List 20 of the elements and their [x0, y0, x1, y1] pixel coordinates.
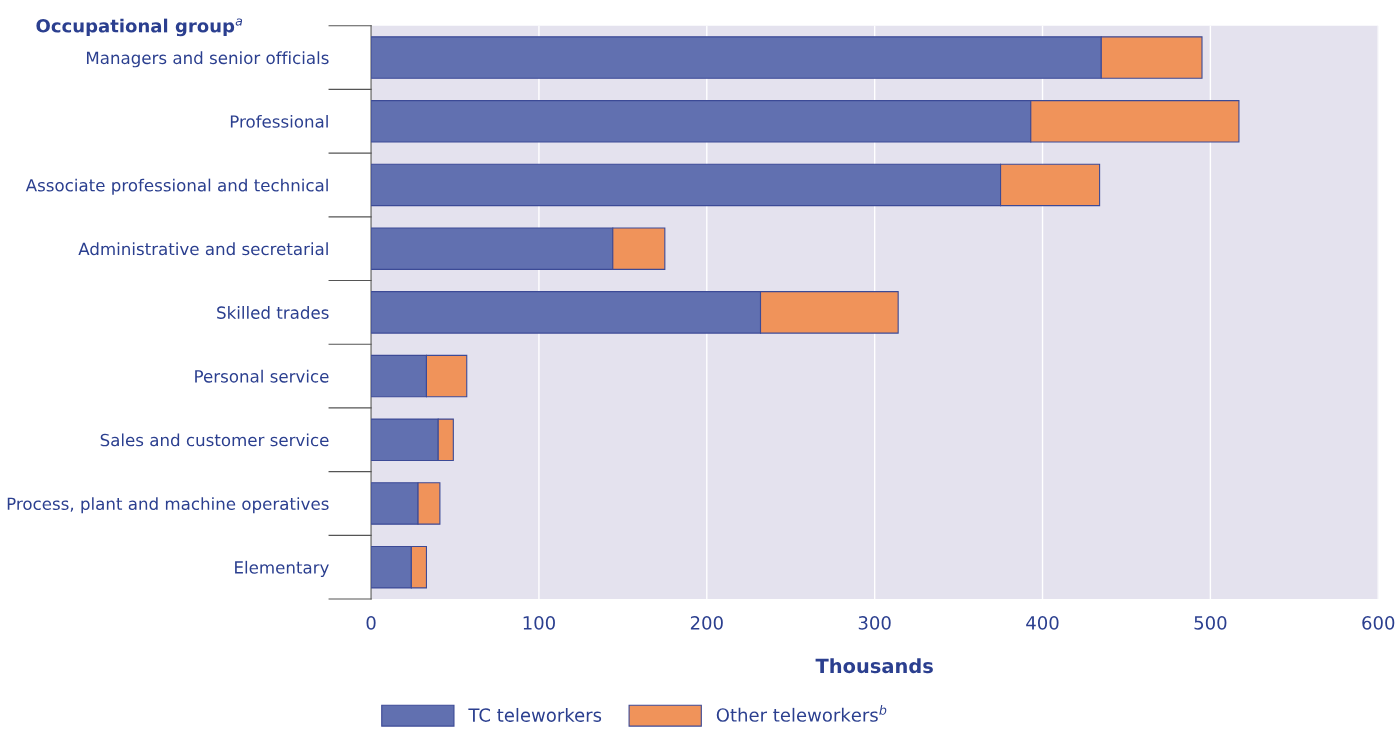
y-tick-label: Associate professional and technical — [25, 178, 328, 195]
y-tick-label: Skilled trades — [217, 306, 329, 319]
y-tick-label: Elementary — [235, 560, 329, 577]
y-tick-label: Process, plant and machine operatives — [7, 497, 329, 514]
y-axis-title: Occupational group$^{a}$ — [36, 18, 243, 37]
x-tick-label: 200 — [690, 616, 723, 630]
x-tick-label: 500 — [1194, 616, 1227, 630]
x-tick-label: 0 — [366, 616, 376, 630]
x-tick-label: 300 — [858, 616, 891, 630]
y-tick-label: Managers and senior officials — [86, 51, 329, 68]
y-tick-label: Personal service — [195, 369, 329, 383]
x-tick-label: 400 — [1026, 616, 1059, 630]
x-axis-title: Thousands — [815, 658, 933, 674]
legend-label: TC teleworkers — [468, 707, 602, 722]
y-tick-label: Sales and customer service — [100, 433, 329, 447]
y-tick-label: Professional — [230, 114, 328, 128]
x-tick-label: 600 — [1362, 616, 1395, 630]
y-tick-label: Administrative and secretarial — [78, 242, 328, 256]
legend-label: Other teleworkers$^{b}$ — [716, 705, 887, 722]
x-tick-label: 100 — [523, 616, 555, 630]
